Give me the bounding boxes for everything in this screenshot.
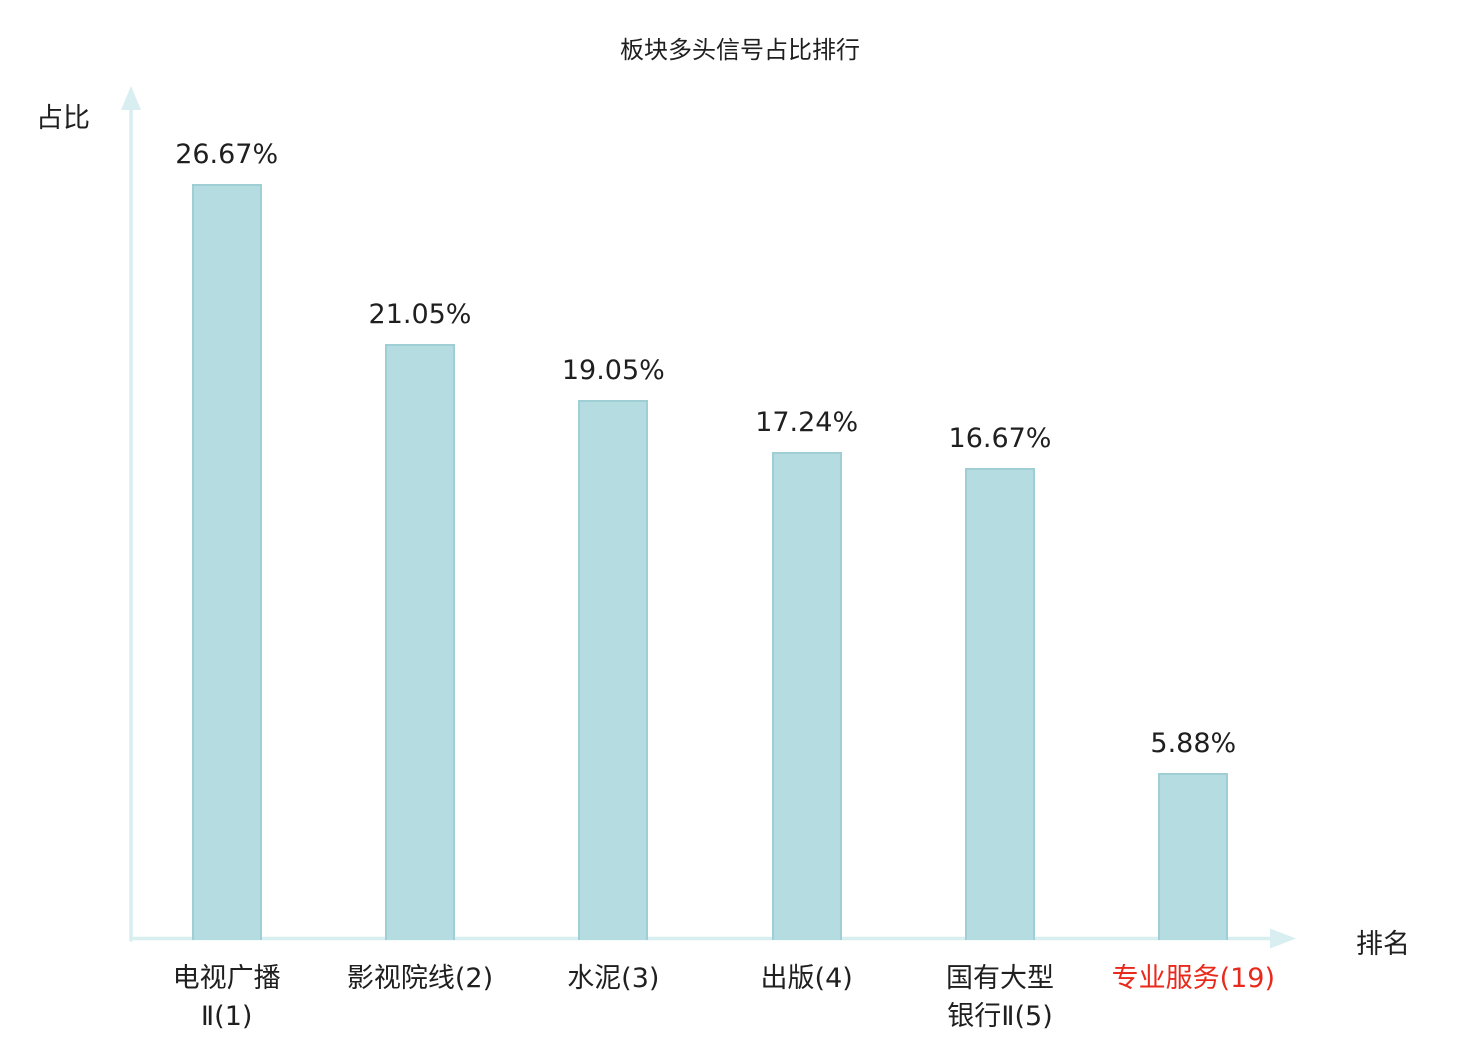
bar-group: 26.67% 电视广播 Ⅱ(1): [130, 90, 323, 1031]
bar-value-label: 17.24%: [755, 406, 859, 438]
bar-group: 21.05% 影视院线(2): [323, 90, 516, 994]
bar-value-label: 5.88%: [1150, 728, 1237, 760]
bar: [191, 184, 262, 940]
x-axis-arrow-icon: [1270, 928, 1296, 949]
bar: [964, 467, 1035, 940]
bar: [771, 451, 842, 940]
bar-category-label: 影视院线(2): [346, 963, 494, 994]
bar-category-label: 水泥(3): [567, 963, 660, 994]
bar-category-label: 电视广播 Ⅱ(1): [172, 963, 281, 1032]
bar-group: 19.05% 水泥(3): [517, 90, 710, 994]
bar-group: 16.67% 国有大型 银行Ⅱ(5): [903, 90, 1096, 1032]
bar: [384, 343, 455, 940]
bar-group: 17.24% 出版(4): [710, 90, 903, 994]
bar-value-label: 26.67%: [175, 139, 279, 171]
bar-value-label: 19.05%: [561, 355, 665, 387]
bar: [578, 400, 649, 940]
bar-value-label: 21.05%: [368, 298, 472, 330]
bar-value-label: 16.67%: [948, 422, 1052, 454]
y-axis-label: 占比: [36, 103, 90, 134]
bar-category-label: 国有大型 银行Ⅱ(5): [945, 963, 1054, 1032]
chart-title: 板块多头信号占比排行: [620, 36, 860, 64]
bar-category-label: 专业服务(19): [1111, 963, 1276, 994]
x-axis-label: 排名: [1356, 929, 1410, 960]
plot-area: 26.67% 电视广播 Ⅱ(1) 21.05% 影视院线(2) 19.05% 水泥(3) 1…: [130, 90, 1290, 1032]
bar-group: 5.88% 专业服务(19): [1097, 90, 1290, 994]
bar: [1158, 773, 1229, 940]
bar-category-label: 出版(4): [760, 963, 853, 994]
y-axis-arrow-icon: [121, 86, 141, 110]
